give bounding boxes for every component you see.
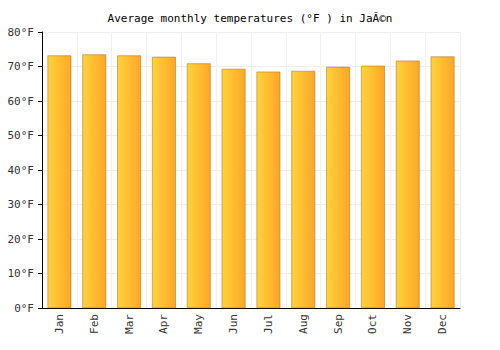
svg-text:Average monthly temperatures (: Average monthly temperatures (°F ) in Ja…: [108, 12, 393, 25]
svg-text:50°F: 50°F: [8, 129, 35, 142]
svg-text:10°F: 10°F: [8, 267, 35, 280]
svg-text:0°F: 0°F: [14, 302, 34, 315]
svg-text:Jan: Jan: [53, 314, 66, 334]
svg-text:70°F: 70°F: [8, 60, 35, 73]
svg-text:Sep: Sep: [332, 314, 345, 334]
svg-text:30°F: 30°F: [8, 198, 35, 211]
svg-text:Feb: Feb: [88, 314, 101, 334]
svg-text:May: May: [192, 314, 205, 334]
svg-text:60°F: 60°F: [8, 95, 35, 108]
svg-text:Aug: Aug: [297, 314, 310, 334]
svg-text:40°F: 40°F: [8, 164, 35, 177]
svg-text:80°F: 80°F: [8, 26, 35, 39]
svg-text:Dec: Dec: [436, 314, 449, 334]
svg-text:Jul: Jul: [262, 314, 275, 334]
svg-text:20°F: 20°F: [8, 233, 35, 246]
svg-text:Oct: Oct: [366, 314, 379, 334]
svg-text:Mar: Mar: [123, 314, 136, 334]
svg-text:Apr: Apr: [157, 314, 170, 334]
svg-text:Nov: Nov: [401, 314, 414, 334]
svg-text:Jun: Jun: [227, 314, 240, 334]
